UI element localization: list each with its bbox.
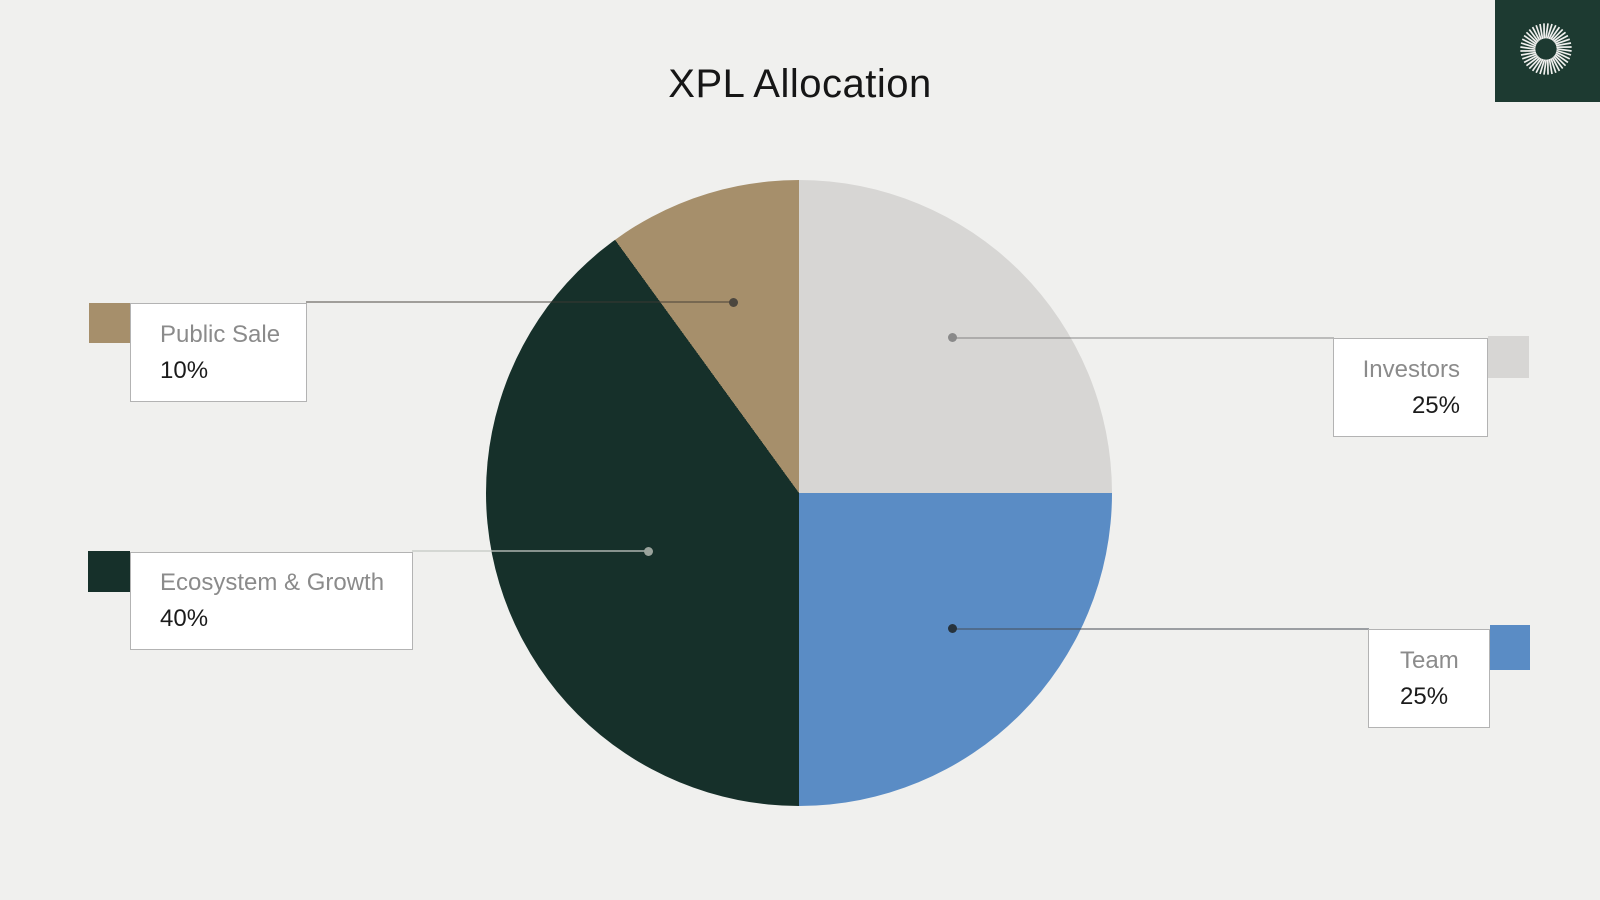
callout-label: Ecosystem & Growth	[160, 569, 385, 596]
swatch-public-sale	[89, 303, 130, 343]
leader-line-investors	[952, 337, 1334, 339]
swatch-team	[1490, 625, 1530, 670]
leader-line-team	[952, 628, 1369, 630]
callout-public-sale: Public Sale 10%	[130, 303, 307, 402]
leader-line-ecosystem	[412, 550, 649, 552]
leader-dot-public-sale	[729, 298, 738, 307]
callout-label: Investors	[1362, 355, 1460, 383]
leader-line-public-sale	[306, 301, 734, 303]
swatch-ecosystem	[88, 551, 130, 592]
callout-percentage: 25%	[1411, 391, 1460, 419]
callout-investors: Investors 25%	[1333, 338, 1488, 437]
brand-logo	[1495, 0, 1600, 102]
callout-percentage: 25%	[1400, 682, 1449, 710]
chart-title: XPL Allocation	[668, 62, 932, 106]
plasma-swirl-icon	[1495, 0, 1600, 102]
leader-dot-ecosystem	[644, 547, 653, 556]
callout-label: Public Sale	[160, 320, 281, 348]
logo-square	[1495, 0, 1600, 102]
callout-team: Team 25%	[1368, 629, 1490, 728]
leader-dot-team	[948, 624, 957, 633]
swatch-investors	[1488, 336, 1529, 378]
callout-percentage: 40%	[160, 605, 209, 632]
leader-dot-investors	[948, 333, 957, 342]
callout-percentage: 10%	[160, 356, 209, 384]
pie-chart	[486, 180, 1112, 806]
callout-label: Team	[1400, 646, 1459, 674]
callout-ecosystem: Ecosystem & Growth 40%	[130, 552, 413, 650]
